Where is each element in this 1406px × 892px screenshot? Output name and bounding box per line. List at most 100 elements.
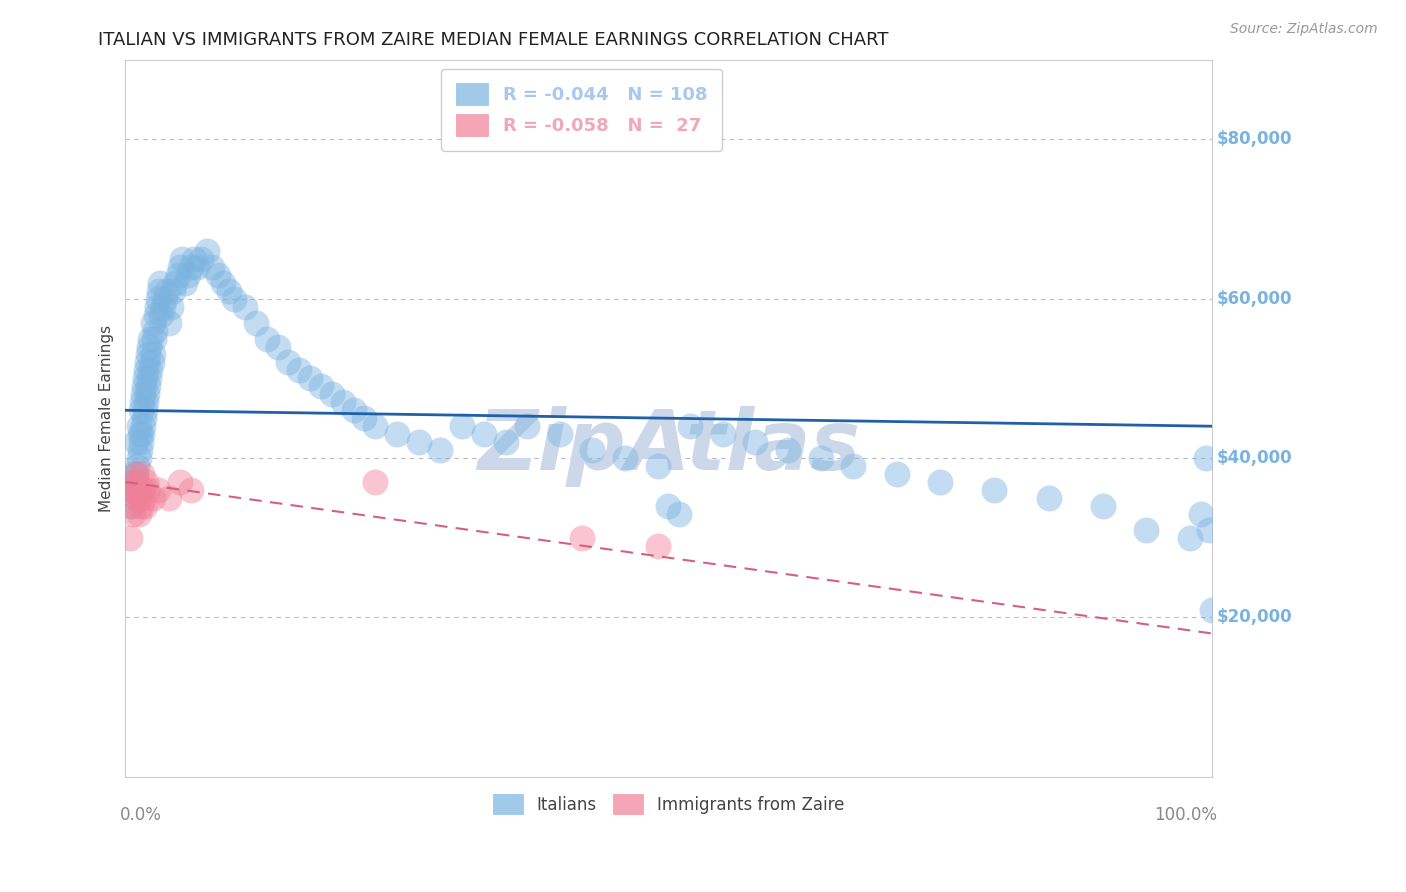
Point <box>170 252 193 266</box>
Point <box>177 268 200 282</box>
Point <box>711 427 734 442</box>
Point <box>125 435 148 450</box>
Point <box>647 458 669 473</box>
Legend: Italians, Immigrants from Zaire: Italians, Immigrants from Zaire <box>481 782 856 826</box>
Point <box>122 475 145 489</box>
Text: $40,000: $40,000 <box>1218 449 1292 467</box>
Point <box>128 507 150 521</box>
Point <box>581 443 603 458</box>
Point <box>134 499 156 513</box>
Point <box>132 411 155 425</box>
Point <box>128 443 150 458</box>
Text: $60,000: $60,000 <box>1218 290 1292 308</box>
Point <box>145 308 167 322</box>
Point <box>472 427 495 442</box>
Point <box>160 300 183 314</box>
Point <box>129 435 152 450</box>
Point <box>162 284 184 298</box>
Point <box>138 371 160 385</box>
Point <box>169 260 191 274</box>
Text: 100.0%: 100.0% <box>1154 805 1218 823</box>
Point <box>132 483 155 497</box>
Point <box>143 324 166 338</box>
Point <box>201 260 224 274</box>
Point <box>195 244 218 258</box>
Point <box>983 483 1005 497</box>
Point <box>222 292 245 306</box>
Point <box>124 483 146 497</box>
Text: Source: ZipAtlas.com: Source: ZipAtlas.com <box>1230 22 1378 37</box>
Point <box>136 355 159 369</box>
Point <box>135 363 157 377</box>
Text: ZipAtlas: ZipAtlas <box>477 407 860 487</box>
Point <box>180 483 202 497</box>
Point <box>288 363 311 377</box>
Text: $20,000: $20,000 <box>1218 608 1292 626</box>
Point <box>141 355 163 369</box>
Point <box>135 395 157 409</box>
Point <box>776 443 799 458</box>
Point <box>353 411 375 425</box>
Point <box>364 419 387 434</box>
Point <box>135 475 157 489</box>
Point <box>266 339 288 353</box>
Point <box>146 483 169 497</box>
Point <box>548 427 571 442</box>
Point <box>886 467 908 481</box>
Point <box>169 475 191 489</box>
Point <box>134 403 156 417</box>
Point <box>122 467 145 481</box>
Text: $80,000: $80,000 <box>1218 130 1292 148</box>
Point <box>121 499 143 513</box>
Point <box>124 483 146 497</box>
Point <box>152 300 174 314</box>
Point <box>128 483 150 497</box>
Point <box>277 355 299 369</box>
Text: ITALIAN VS IMMIGRANTS FROM ZAIRE MEDIAN FEMALE EARNINGS CORRELATION CHART: ITALIAN VS IMMIGRANTS FROM ZAIRE MEDIAN … <box>98 31 889 49</box>
Point <box>190 252 212 266</box>
Point <box>127 475 149 489</box>
Point <box>385 427 408 442</box>
Point <box>142 332 165 346</box>
Point <box>842 458 865 473</box>
Point <box>744 435 766 450</box>
Point <box>186 260 208 274</box>
Point <box>1091 499 1114 513</box>
Point <box>1195 451 1218 466</box>
Point <box>129 499 152 513</box>
Point <box>128 491 150 505</box>
Point <box>614 451 637 466</box>
Point <box>136 387 159 401</box>
Point <box>245 316 267 330</box>
Point <box>1038 491 1060 505</box>
Point <box>125 491 148 505</box>
Point <box>668 507 690 521</box>
Point <box>122 507 145 521</box>
Point <box>142 491 165 505</box>
Point <box>142 316 165 330</box>
Point <box>212 276 235 290</box>
Point <box>132 491 155 505</box>
Point <box>146 292 169 306</box>
Point <box>679 419 702 434</box>
Point <box>165 276 187 290</box>
Point <box>134 371 156 385</box>
Point <box>647 539 669 553</box>
Point <box>233 300 256 314</box>
Point <box>121 483 143 497</box>
Point <box>408 435 430 450</box>
Point <box>174 276 197 290</box>
Point <box>157 491 180 505</box>
Point <box>342 403 364 417</box>
Point <box>132 379 155 393</box>
Point <box>128 427 150 442</box>
Point <box>451 419 474 434</box>
Point <box>495 435 517 450</box>
Point <box>1201 602 1223 616</box>
Point <box>364 475 387 489</box>
Point <box>321 387 343 401</box>
Point <box>138 339 160 353</box>
Point <box>129 403 152 417</box>
Point <box>149 276 172 290</box>
Point <box>136 379 159 393</box>
